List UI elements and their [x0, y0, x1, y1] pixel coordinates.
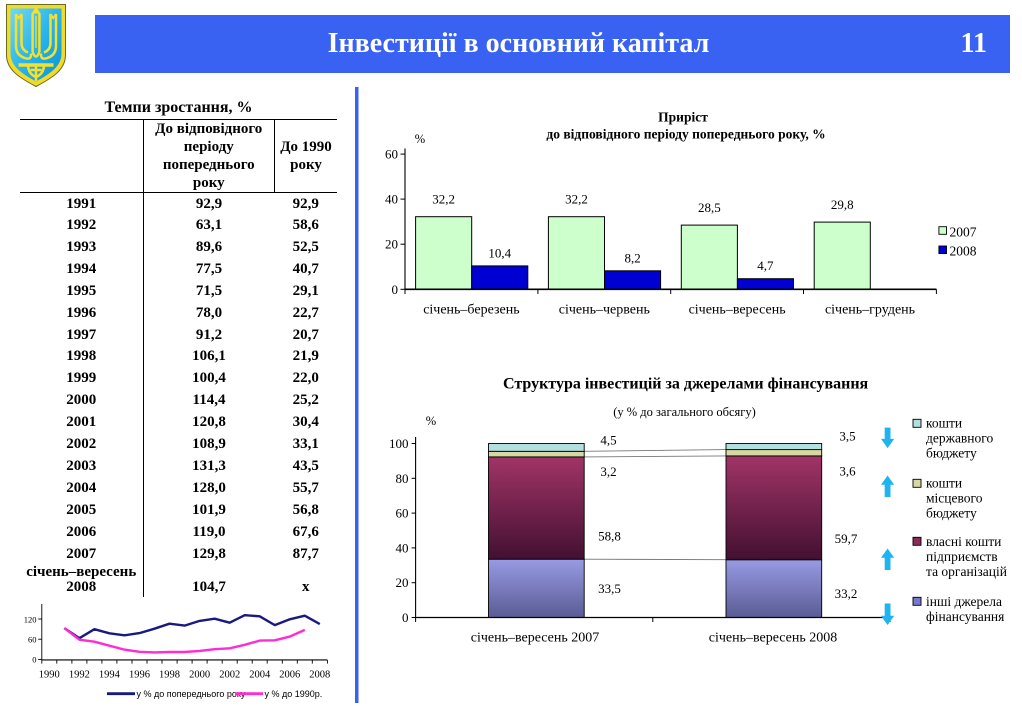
svg-text:60: 60	[28, 634, 37, 644]
svg-text:власні кошти: власні кошти	[926, 534, 1001, 549]
svg-text:1990: 1990	[39, 670, 60, 681]
svg-text:2002: 2002	[219, 670, 240, 681]
svg-text:січень–березень: січень–березень	[423, 303, 519, 318]
svg-text:2006: 2006	[279, 670, 300, 681]
svg-text:4,7: 4,7	[757, 258, 774, 273]
svg-text:40: 40	[385, 192, 398, 207]
svg-text:33,5: 33,5	[598, 581, 621, 596]
svg-text:100: 100	[389, 436, 409, 451]
svg-text:59,7: 59,7	[835, 531, 858, 546]
svg-text:20: 20	[396, 575, 409, 590]
svg-text:%: %	[426, 414, 436, 428]
svg-text:1992: 1992	[69, 670, 90, 681]
svg-text:у % до попереднього року: у % до попереднього року	[137, 689, 246, 699]
svg-text:фінансування: фінансування	[926, 609, 1004, 624]
svg-text:120: 120	[24, 614, 37, 624]
svg-text:3,6: 3,6	[839, 464, 856, 479]
svg-text:січень–вересень 2007: січень–вересень 2007	[471, 631, 600, 646]
svg-text:січень–вересень: січень–вересень	[689, 303, 786, 318]
svg-text:0: 0	[402, 610, 409, 625]
svg-text:2000: 2000	[189, 670, 210, 681]
svg-text:місцевого: місцевого	[926, 491, 983, 506]
svg-text:29,8: 29,8	[831, 197, 854, 212]
svg-text:32,2: 32,2	[432, 192, 455, 207]
svg-text:кошти: кошти	[926, 476, 962, 491]
svg-text:січень–червень: січень–червень	[559, 303, 650, 318]
svg-text:інші джерела: інші джерела	[926, 594, 1002, 609]
svg-text:2004: 2004	[249, 670, 271, 681]
svg-text:8,2: 8,2	[624, 250, 640, 265]
svg-text:у % до 1990р.: у % до 1990р.	[265, 689, 323, 699]
svg-text:(у % до загального обсягу): (у % до загального обсягу)	[613, 405, 756, 419]
svg-text:та організацій: та організацій	[926, 564, 1007, 579]
svg-text:1998: 1998	[159, 670, 180, 681]
svg-text:бюджету: бюджету	[926, 446, 977, 461]
svg-text:підприємств: підприємств	[926, 549, 998, 564]
svg-text:28,5: 28,5	[698, 200, 721, 215]
svg-text:40: 40	[396, 540, 409, 555]
svg-text:2008: 2008	[309, 670, 330, 681]
svg-text:3,5: 3,5	[839, 429, 855, 444]
svg-text:до відповідного періоду попере: до відповідного періоду попереднього рок…	[546, 127, 825, 142]
svg-text:січень–вересень 2008: січень–вересень 2008	[709, 631, 838, 646]
svg-text:3,2: 3,2	[600, 464, 616, 479]
svg-text:Структура інвестицій за джерел: Структура інвестицій за джерелами фінанс…	[503, 376, 869, 393]
svg-text:4,5: 4,5	[600, 433, 616, 448]
svg-text:1996: 1996	[129, 670, 150, 681]
svg-text:10,4: 10,4	[488, 246, 511, 261]
svg-text:кошти: кошти	[926, 416, 962, 431]
svg-text:1994: 1994	[99, 670, 121, 681]
svg-text:80: 80	[396, 471, 409, 486]
svg-text:2008: 2008	[950, 244, 977, 259]
svg-text:60: 60	[396, 506, 409, 521]
svg-text:33,2: 33,2	[835, 586, 858, 601]
svg-text:державного: державного	[926, 431, 993, 446]
svg-text:2007: 2007	[950, 224, 977, 239]
svg-text:січень–грудень: січень–грудень	[825, 303, 915, 318]
svg-text:58,8: 58,8	[598, 529, 621, 544]
svg-text:Приріст: Приріст	[658, 110, 708, 125]
svg-text:20: 20	[385, 237, 398, 252]
svg-text:%: %	[415, 132, 425, 146]
svg-text:60: 60	[385, 147, 398, 162]
svg-text:0: 0	[32, 654, 36, 664]
svg-text:0: 0	[392, 282, 399, 297]
svg-text:бюджету: бюджету	[926, 506, 977, 521]
svg-text:32,2: 32,2	[565, 192, 588, 207]
